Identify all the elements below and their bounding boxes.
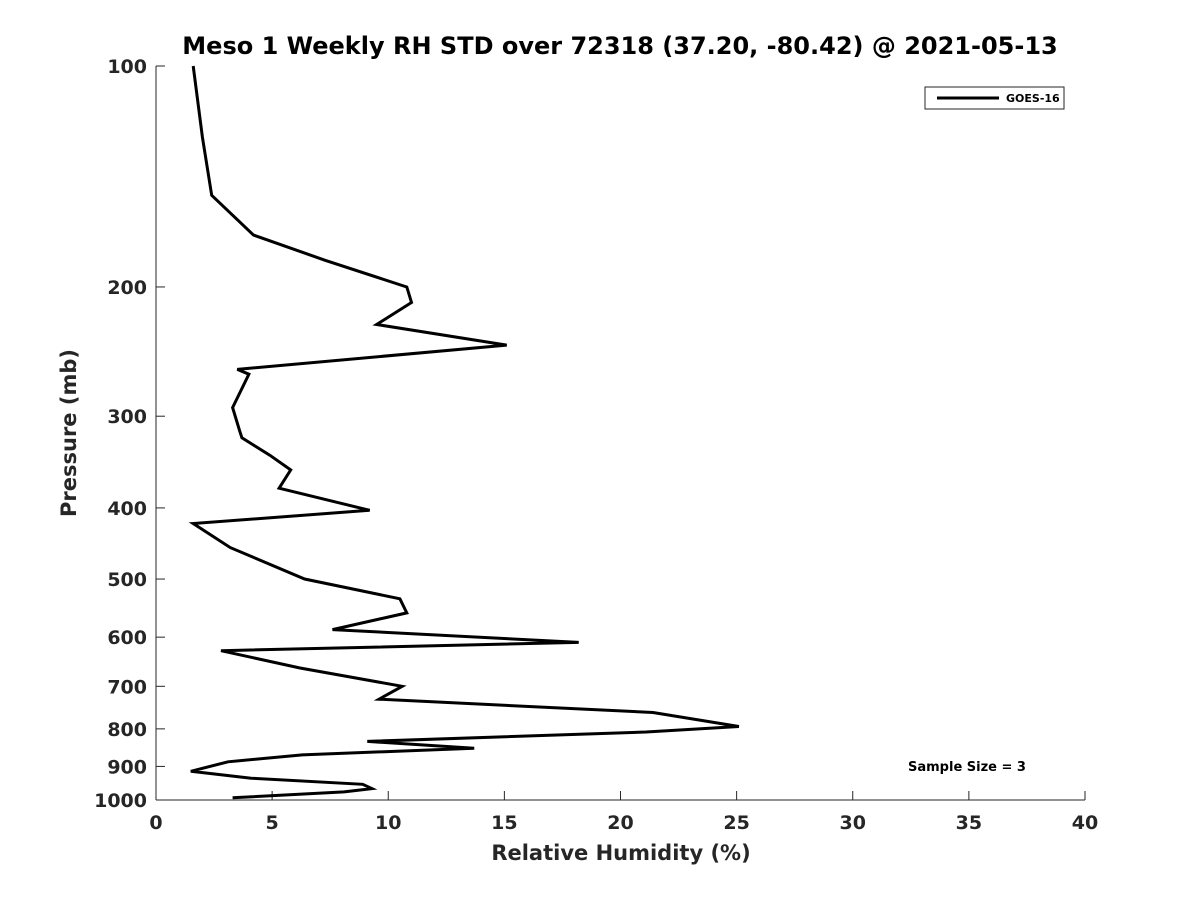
x-tick-label: 30	[840, 812, 866, 834]
y-tick-label: 500	[107, 569, 147, 591]
x-axis-label: Relative Humidity (%)	[491, 841, 750, 865]
y-tick-label: 300	[107, 406, 147, 428]
y-tick-label: 700	[107, 676, 147, 698]
x-tick-label: 15	[491, 812, 517, 834]
y-tick-label: 600	[107, 627, 147, 649]
y-tick-label: 1000	[94, 790, 147, 812]
y-tick-label: 200	[107, 277, 147, 299]
y-tick-label: 800	[107, 719, 147, 741]
chart-title: Meso 1 Weekly RH STD over 72318 (37.20, …	[182, 32, 1057, 60]
series-line-goes-16	[188, 65, 740, 800]
series-group	[188, 65, 740, 800]
x-tick-label: 10	[375, 812, 401, 834]
legend: GOES-16	[924, 86, 1065, 110]
x-tick-label: 0	[149, 812, 162, 834]
y-axis-label: Pressure (mb)	[57, 349, 81, 517]
sample-size-annotation: Sample Size = 3	[908, 760, 1026, 775]
x-tick-label: 25	[723, 812, 749, 834]
x-tick-label: 5	[266, 812, 279, 834]
y-tick-label: 100	[107, 56, 147, 78]
x-tick-label: 20	[607, 812, 633, 834]
y-tick-label: 400	[107, 498, 147, 520]
axes: 0 5 10 15 20 25 30 35 40 100 200 300 400 500 600 700 800…	[94, 56, 1098, 834]
x-tick-label: 40	[1072, 812, 1098, 834]
y-tick-label: 900	[107, 756, 147, 778]
legend-entry-label: GOES-16	[1006, 92, 1060, 105]
x-tick-label: 35	[956, 812, 982, 834]
